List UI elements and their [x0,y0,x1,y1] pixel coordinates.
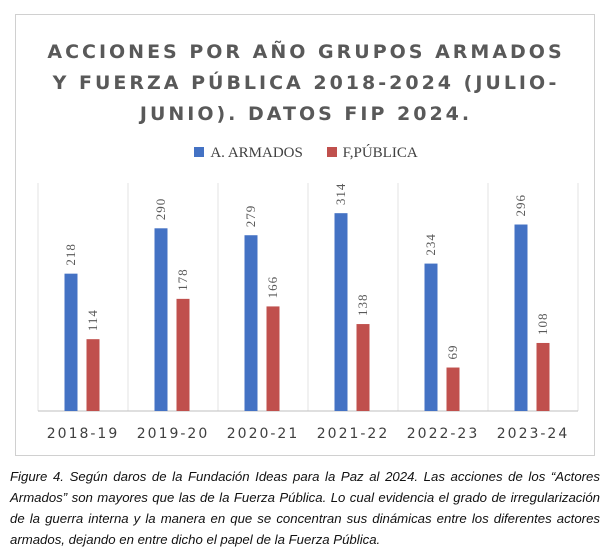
bar-armados [154,228,168,411]
x-tick-label: 2023-24 [497,426,570,442]
legend-item-armados: A. ARMADOS [194,145,303,162]
bar-publica [356,324,370,411]
chart-title-line: ACCIONES POR AÑO GRUPOS ARMADOS [47,41,565,63]
bar-armados [514,224,528,411]
bar-armados [244,235,258,411]
legend-label-armados: A. ARMADOS [210,145,303,161]
figure-caption: Figure 4. Según daros de la Fundación Id… [10,469,600,547]
data-label: 314 [333,183,348,206]
data-label: 138 [355,294,370,317]
data-label: 69 [445,345,460,360]
x-tick-label: 2021-22 [317,426,390,442]
data-label: 234 [423,233,438,256]
chart-title-line: Y FUERZA PÚBLICA 2018-2024 (JULIO- [52,72,560,94]
data-label: 296 [513,194,528,217]
data-label: 178 [175,268,190,291]
data-label: 166 [265,276,280,299]
bar-publica [86,339,100,411]
x-tick-label: 2022-23 [407,426,480,442]
data-label: 279 [243,205,258,228]
bar-chart-plot: 218 114 2018-19 290 178 2019-20 279 166 2020-21 3… [37,183,579,442]
data-label: 114 [85,309,100,331]
chart-title: ACCIONES POR AÑO GRUPOS ARMADOS Y FUERZA… [16,37,596,130]
bar-publica [536,342,550,411]
bar-armados [64,273,78,411]
data-label: 108 [535,312,550,335]
bar-publica [446,367,460,411]
legend-swatch-armados [194,147,205,157]
legend-swatch-publica [326,147,337,157]
chart-frame: ACCIONES POR AÑO GRUPOS ARMADOS Y FUERZA… [15,14,595,456]
bar-publica [176,298,190,411]
bar-publica [266,306,280,411]
chart-legend: A. ARMADOS F,PÚBLICA [16,145,596,162]
x-tick-label: 2018-19 [47,426,120,442]
x-tick-label: 2020-21 [227,426,300,442]
data-label: 290 [153,198,168,221]
legend-label-publica: F,PÚBLICA [342,145,418,161]
data-label: 218 [63,243,78,266]
bar-armados [424,263,438,411]
bar-armados [334,213,348,411]
x-tick-label: 2019-20 [137,426,210,442]
legend-item-publica: F,PÚBLICA [326,145,418,162]
chart-title-line: JUNIO). DATOS FIP 2024. [139,103,473,125]
